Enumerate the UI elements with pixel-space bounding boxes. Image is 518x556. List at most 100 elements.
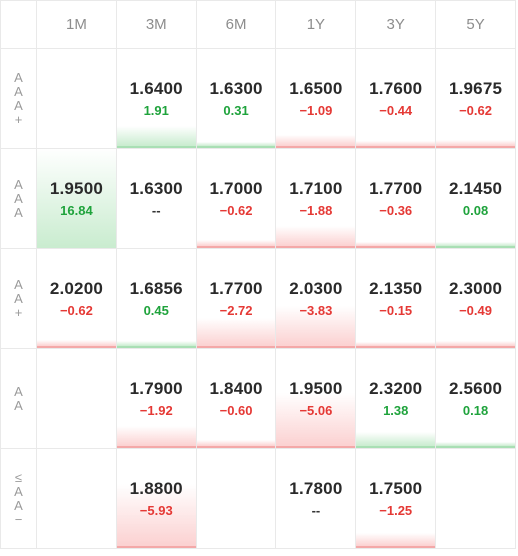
change-bar-up [436,242,515,248]
yield-cell-3m[interactable]: 1.6400 1.91 [115,48,197,149]
yield-cell-6m[interactable]: 1.7700 −2.72 [195,248,277,349]
cell-content: 1.6300 0.31 [197,79,275,118]
cell-content: 1.7500 −1.25 [357,479,435,518]
rating-char: A [14,97,23,113]
cell-content: 1.7600 −0.44 [357,79,435,118]
yield-cell-5y[interactable]: 2.1450 0.08 [435,148,516,249]
rating-char: ≤ [14,469,23,485]
change-value: −3.83 [299,303,333,318]
cell-content: 1.7800 -- [277,479,355,518]
yield-cell-3y[interactable]: 2.1350 −0.15 [355,248,437,349]
cell-content: 2.3000 −0.49 [437,279,515,318]
yield-value: 2.1450 [448,179,503,198]
yield-cell-1y[interactable]: 1.9500 −5.06 [275,348,357,449]
rating-char: A [14,69,23,85]
yield-cell-3m[interactable]: 1.6856 0.45 [115,248,197,349]
yield-cell-6m[interactable]: 1.7000 −0.62 [195,148,277,249]
yield-cell-1m[interactable]: 2.0200 −0.62 [36,248,117,349]
column-header-3y[interactable]: 3Y [355,0,437,49]
matrix-body: A A A + 1.6400 1.91 1.6300 0.31 1.6500 −1.09 1.760… [0,48,516,549]
change-bar-down [197,318,275,348]
yield-cell-3y[interactable]: 2.3200 1.38 [355,348,437,449]
change-bar-down [276,393,355,448]
cell-content: 1.6400 1.91 [117,79,195,118]
rating-char: A [14,176,23,192]
corner-cell [0,0,37,49]
change-bar-down [436,140,515,148]
cell-content: 2.1350 −0.15 [357,279,435,318]
yield-value: 2.0300 [289,279,343,298]
yield-value: 1.7000 [209,179,263,198]
cell-content: 2.0200 −0.62 [37,279,115,318]
yield-value: 2.0200 [49,279,104,298]
cell-content: 1.9675 −0.62 [437,79,515,118]
change-bar-down [117,426,196,448]
yield-cell-3m[interactable]: 1.7900 −1.92 [115,348,197,449]
cell-content: 1.6300 -- [117,179,195,218]
yield-cell-5y[interactable]: 2.3000 −0.49 [435,248,516,349]
yield-value: 1.6856 [129,279,183,298]
rating-char: A [14,497,23,513]
yield-value: 1.9500 [49,179,104,198]
change-bar-up [37,149,116,248]
change-value: −1.09 [299,103,333,118]
change-bar-down [276,226,355,248]
column-header-5y[interactable]: 5Y [435,0,516,49]
yield-cell-1y[interactable]: 1.7100 −1.88 [275,148,357,249]
column-header-3m[interactable]: 3M [115,0,197,49]
change-bar-down [356,141,435,148]
yield-cell-6m[interactable]: 1.8400 −0.60 [195,348,277,449]
yield-cell-1y[interactable]: 1.6500 −1.09 [275,48,357,149]
yield-cell-3y[interactable]: 1.7700 −0.36 [355,148,437,249]
change-value: −0.62 [59,303,93,318]
rating-char: A [14,204,23,220]
change-value: 1.38 [383,403,409,418]
yield-value: 2.3000 [448,279,503,298]
change-bar-up [117,126,196,148]
yield-value: 1.6300 [129,179,183,198]
rating-char: A [14,83,23,99]
yield-cell-3m[interactable]: 1.6300 -- [115,148,197,249]
change-value: −0.49 [459,303,492,318]
cell-content: 1.7100 −1.88 [277,179,355,218]
yield-cell-1y[interactable]: 1.7800 -- [275,448,357,549]
change-bar-down [276,135,355,148]
change-value: −0.44 [379,103,413,118]
yield-cell-3y[interactable]: 1.7600 −0.44 [355,48,437,149]
change-value: -- [151,203,161,218]
yield-cell-1m [36,48,117,149]
cell-content: 1.7700 −2.72 [197,279,275,318]
rating-row: A A +2.0200 −0.62 1.6856 0.45 1.7700 −2.72 2.030… [0,248,516,349]
yield-cell-3y[interactable]: 1.7500 −1.25 [355,448,437,549]
yield-cell-1y[interactable]: 2.0300 −3.83 [275,248,357,349]
yield-value: 1.9675 [448,79,503,98]
change-bar-down [117,484,196,548]
column-header-6m[interactable]: 6M [195,0,277,49]
column-header-1m[interactable]: 1M [36,0,117,49]
change-value: −1.88 [299,203,333,218]
change-value: -- [311,503,321,518]
row-header-rating: A A A + [0,48,37,149]
change-bar-down [276,306,355,348]
yield-value: 1.7700 [209,279,263,298]
yield-value: 1.7500 [369,479,423,498]
yield-cell-5y[interactable]: 1.9675 −0.62 [435,48,516,149]
change-bar-down [197,240,275,248]
cell-content: 1.8800 −5.93 [117,479,195,518]
rating-char: − [14,511,23,527]
change-bar-up [197,142,275,148]
change-value: −0.62 [459,103,492,118]
column-header-1y[interactable]: 1Y [275,0,357,49]
yield-cell-3m[interactable]: 1.8800 −5.93 [115,448,197,549]
yield-cell-6m[interactable]: 1.6300 0.31 [195,48,277,149]
yield-cell-1m[interactable]: 1.9500 16.84 [36,148,117,249]
change-value: 1.91 [143,103,169,118]
change-bar-down [356,242,435,248]
yield-value: 2.3200 [369,379,423,398]
yield-cell-5y[interactable]: 2.5600 0.18 [435,348,516,449]
change-value: −5.93 [139,503,173,518]
rating-char: A [14,190,23,206]
change-bar-down [356,342,435,348]
yield-value: 1.7800 [289,479,343,498]
